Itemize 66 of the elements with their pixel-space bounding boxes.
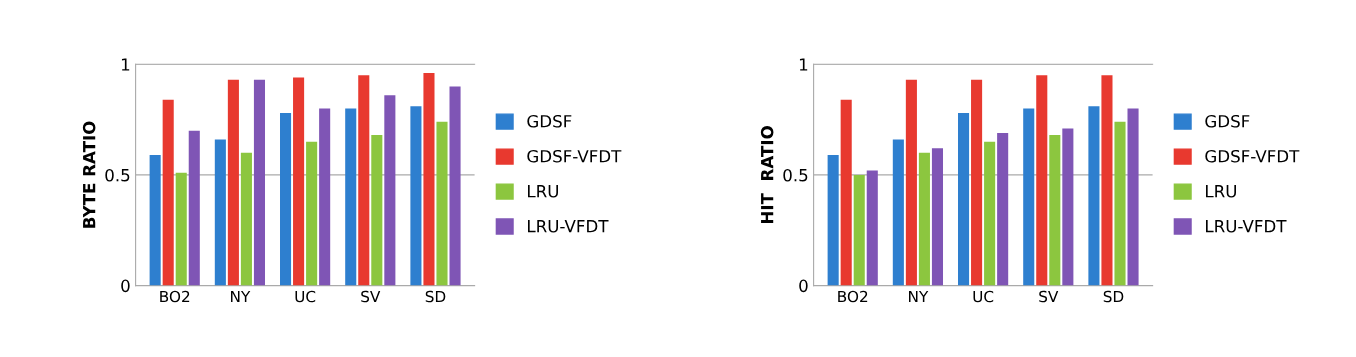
bar <box>384 95 396 286</box>
y-tick-label: 0.5 <box>105 168 130 182</box>
legend-label: GDSF-VFDT <box>527 149 622 163</box>
y-axis-title: HIT RATIO <box>760 126 774 224</box>
bar <box>227 79 239 286</box>
bar <box>1114 121 1126 286</box>
y-tick-label: 1 <box>799 58 808 71</box>
bar <box>1049 135 1061 286</box>
bar <box>918 152 930 286</box>
bar <box>358 75 370 286</box>
bar <box>1088 106 1100 286</box>
bar <box>293 77 305 286</box>
bar <box>958 112 970 286</box>
legend-label: LRU-VFDT <box>528 220 609 233</box>
bar <box>931 148 944 286</box>
bar <box>984 141 996 286</box>
bar <box>371 135 383 286</box>
legend-label: GDSF-VFDT <box>1205 149 1300 163</box>
bar <box>1127 108 1139 286</box>
bar <box>214 139 226 286</box>
bar <box>866 170 878 286</box>
y-tick-label: 0 <box>121 279 130 293</box>
bar <box>449 86 461 286</box>
y-tick-label: 1 <box>121 58 130 71</box>
x-tick-label: BO2 <box>838 290 868 303</box>
bar <box>1101 75 1113 286</box>
x-tick-label: UC <box>973 290 994 303</box>
bar <box>345 108 357 286</box>
legend-label: GDSF <box>1205 114 1250 128</box>
y-axis-title: BYTE RATIO <box>82 121 96 228</box>
bar <box>827 155 839 286</box>
bar <box>1023 108 1035 286</box>
x-tick-label: SD <box>425 290 446 303</box>
x-tick-label: SV <box>1039 290 1059 303</box>
y-tick-label: 0 <box>799 279 808 293</box>
y-tick-label: 0.5 <box>783 168 808 182</box>
legend-label: LRU <box>528 185 558 198</box>
bar <box>423 73 435 286</box>
x-tick-label: NY <box>909 290 929 303</box>
x-tick-label: BO2 <box>160 290 190 303</box>
legend-label: LRU <box>1206 185 1236 198</box>
bar <box>162 99 174 286</box>
bar <box>306 141 318 286</box>
bar <box>188 130 200 286</box>
bar <box>853 174 865 286</box>
bar <box>410 106 422 286</box>
bar <box>253 79 266 286</box>
legend-label: LRU-VFDT <box>1206 220 1287 233</box>
x-tick-label: NY <box>231 290 251 303</box>
x-tick-label: SV <box>361 290 381 303</box>
bar <box>1062 128 1074 286</box>
bar <box>971 79 983 286</box>
bar <box>436 121 448 286</box>
legend-label: GDSF <box>527 114 572 128</box>
bar <box>997 132 1009 286</box>
bar <box>840 99 852 286</box>
bar <box>905 79 917 286</box>
x-tick-label: SD <box>1103 290 1124 303</box>
x-tick-label: UC <box>295 290 316 303</box>
bar <box>892 139 904 286</box>
bar <box>319 108 331 286</box>
bar <box>280 112 292 286</box>
bar <box>149 155 161 286</box>
bar <box>240 152 252 286</box>
bar <box>175 172 187 286</box>
bar <box>1036 75 1048 286</box>
